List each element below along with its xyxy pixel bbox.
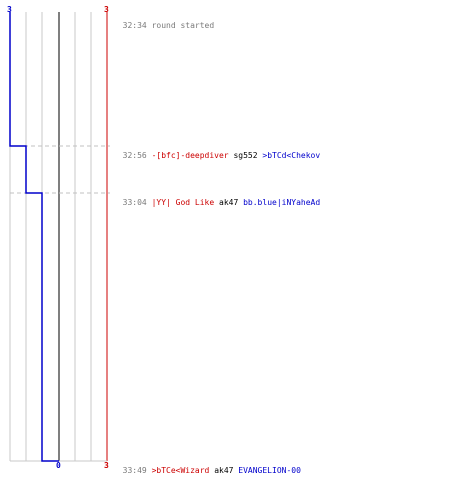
center-score-bottom: 0	[56, 461, 61, 470]
right-score-bottom: 3	[104, 461, 109, 470]
event-time: 33:49	[122, 466, 147, 475]
event-row: 32:56 -[bfc]-deepdiver sg552 >bTCd<Cheko…	[113, 142, 321, 160]
event-weapon: sg552	[233, 151, 258, 160]
event-victim: >bTCd<Chekov	[262, 151, 321, 160]
left-score-top: 3	[7, 5, 12, 14]
event-time: 32:56	[122, 151, 147, 160]
event-killer: |YY| God Like	[151, 198, 215, 207]
event-killer: -[bfc]-deepdiver	[151, 151, 229, 160]
event-killer: >bTCe<Wizard	[151, 466, 210, 475]
event-weapon: ak47	[219, 198, 239, 207]
event-row: 33:49 >bTCe<Wizard ak47 EVANGELION-00	[113, 457, 301, 475]
score-step-line	[9, 12, 59, 462]
right-score-top: 3	[104, 5, 109, 14]
event-victim: EVANGELION-00	[238, 466, 301, 475]
event-time: 33:04	[122, 198, 147, 207]
event-row: 33:04 |YY| God Like ak47 bb.blue|iNYaheA…	[113, 189, 321, 207]
event-row: 32:34 round started	[113, 12, 215, 30]
event-status-text: round started	[151, 21, 215, 30]
event-weapon: ak47	[214, 466, 234, 475]
event-time: 32:34	[122, 21, 147, 30]
event-victim: bb.blue|iNYaheAd	[243, 198, 321, 207]
